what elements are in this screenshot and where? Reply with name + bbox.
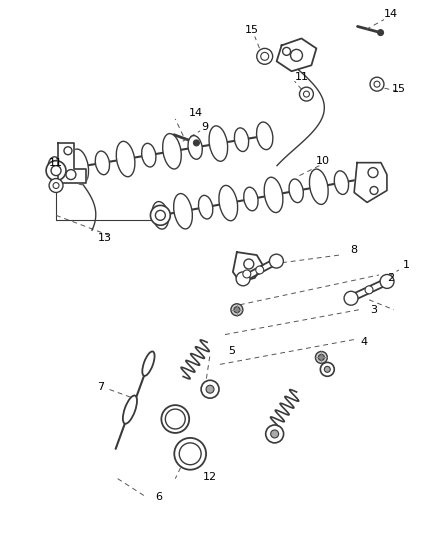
Text: 14: 14 [189,108,203,118]
Text: 9: 9 [201,122,208,132]
Text: 12: 12 [203,472,217,482]
Text: 6: 6 [155,491,162,502]
Ellipse shape [219,185,238,221]
Ellipse shape [264,177,283,213]
Circle shape [269,254,283,268]
Text: 10: 10 [315,156,329,166]
Circle shape [324,366,330,373]
Circle shape [155,211,165,220]
Ellipse shape [70,149,88,184]
Circle shape [261,52,268,60]
Ellipse shape [234,128,249,151]
Circle shape [320,362,334,376]
Circle shape [234,307,240,313]
Circle shape [318,354,324,360]
Text: 14: 14 [384,9,398,19]
Circle shape [194,140,199,146]
Ellipse shape [152,201,169,229]
Text: 15: 15 [392,84,406,94]
Circle shape [370,77,384,91]
Circle shape [300,87,314,101]
Circle shape [150,205,170,225]
Ellipse shape [48,157,64,184]
Ellipse shape [257,122,273,150]
Text: 13: 13 [98,233,112,243]
Ellipse shape [188,135,202,159]
Circle shape [283,47,290,55]
Circle shape [53,182,59,189]
Text: 7: 7 [97,382,104,392]
Ellipse shape [289,179,304,203]
Text: 5: 5 [229,346,235,357]
Circle shape [380,274,394,288]
Circle shape [231,304,243,316]
Circle shape [243,270,251,278]
Ellipse shape [198,196,213,219]
Ellipse shape [162,134,181,169]
Ellipse shape [209,126,228,161]
Circle shape [344,292,358,305]
Circle shape [165,409,185,429]
Circle shape [315,351,327,364]
Circle shape [236,272,250,286]
Ellipse shape [123,395,137,424]
Text: 4: 4 [360,336,367,346]
Circle shape [266,425,283,443]
Circle shape [179,443,201,465]
Circle shape [271,430,279,438]
Circle shape [256,266,264,274]
Circle shape [370,187,378,195]
Circle shape [64,147,72,155]
Circle shape [378,30,384,36]
Circle shape [161,405,189,433]
Ellipse shape [117,141,135,177]
Ellipse shape [141,143,156,167]
Circle shape [66,169,76,180]
Circle shape [49,179,63,192]
Circle shape [368,168,378,177]
Text: 3: 3 [371,305,378,314]
Circle shape [290,50,303,61]
Text: 15: 15 [245,25,259,35]
Text: 11: 11 [49,158,63,168]
Polygon shape [350,279,389,301]
Circle shape [304,91,309,97]
Circle shape [374,81,380,87]
Text: 1: 1 [403,260,410,270]
Ellipse shape [244,187,258,211]
Polygon shape [354,163,387,203]
Text: 8: 8 [350,245,358,255]
Ellipse shape [173,193,192,229]
Polygon shape [277,38,316,71]
Circle shape [365,286,373,294]
Polygon shape [242,259,278,281]
Ellipse shape [356,165,372,192]
Ellipse shape [334,171,349,195]
Circle shape [174,438,206,470]
Circle shape [206,385,214,393]
Circle shape [51,166,61,175]
Ellipse shape [95,151,110,175]
Circle shape [46,160,66,181]
Circle shape [201,380,219,398]
Polygon shape [233,252,263,282]
Circle shape [244,259,254,269]
Text: 2: 2 [387,273,395,283]
Circle shape [257,49,273,64]
Ellipse shape [142,351,155,376]
Text: 11: 11 [294,72,308,82]
Ellipse shape [310,169,328,204]
Polygon shape [58,143,86,182]
